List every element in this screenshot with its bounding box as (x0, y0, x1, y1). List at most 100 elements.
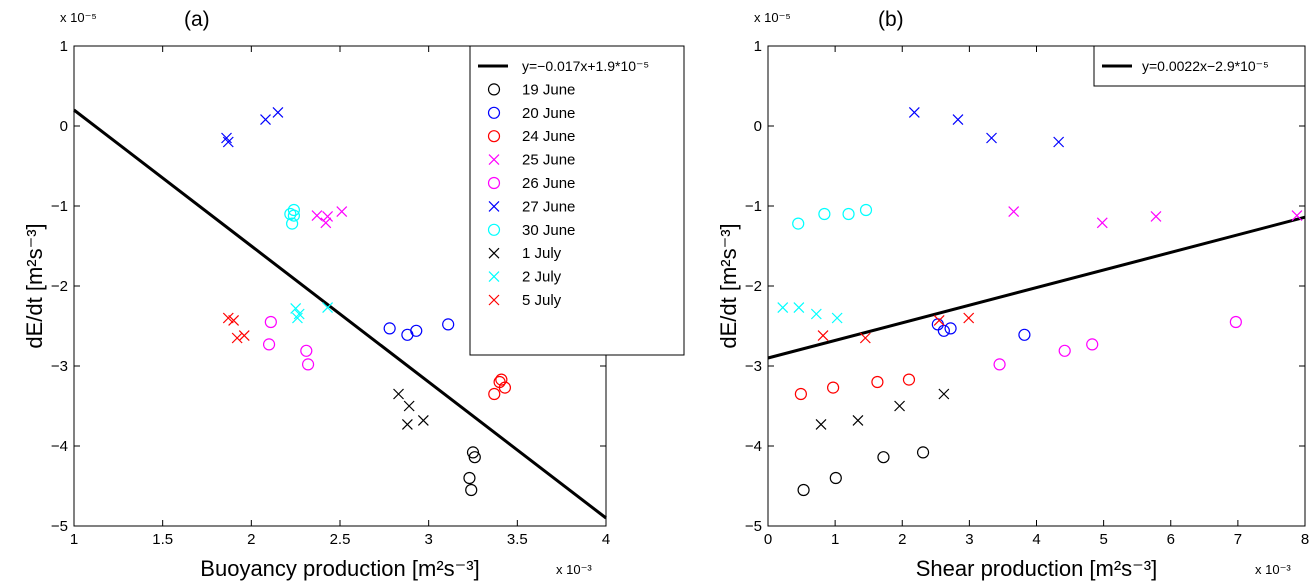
data-point-1-july (403, 400, 415, 412)
data-point-19-june (468, 451, 481, 464)
y-tick-label: −3 (745, 358, 762, 375)
y-tick-label: 0 (60, 118, 68, 135)
data-point-27-june (1053, 136, 1065, 148)
data-point-5-july (238, 330, 250, 342)
x-tick-label: 3 (424, 531, 432, 548)
data-point-26-june (1086, 338, 1099, 351)
data-point-5-july (228, 314, 240, 326)
legend-label: 1 July (522, 245, 562, 262)
data-point-25-june (336, 206, 348, 218)
y-axis-label: dE/dt [m²s⁻³] (716, 223, 741, 348)
data-point-20-june (442, 318, 455, 331)
data-point-19-june (829, 471, 842, 485)
x-tick-label: 6 (1167, 531, 1175, 548)
legend-label: 5 July (522, 292, 562, 309)
panel-label: (b) (878, 8, 904, 31)
legend-marker (487, 83, 501, 96)
x-tick-label: 2.5 (330, 531, 351, 548)
data-point-27-june (272, 106, 284, 118)
x-tick-label: 1.5 (152, 531, 173, 548)
y-tick-label: −5 (745, 518, 762, 535)
data-point-27-june (221, 132, 232, 144)
y-tick-label: −2 (745, 278, 762, 295)
data-point-27-june (260, 114, 271, 126)
data-point-5-july (231, 332, 243, 344)
x-tick-label: 2 (898, 531, 906, 548)
data-point-1-july (852, 414, 864, 426)
legend-label: 26 June (522, 175, 575, 192)
legend-label: 2 July (522, 269, 562, 286)
x-tick-label: 5 (1099, 531, 1107, 548)
data-point-30-june (286, 217, 299, 230)
data-point-25-june (322, 210, 334, 222)
legend-label: 25 June (522, 152, 575, 169)
x-tick-label: 1 (70, 531, 78, 548)
legend-marker (488, 200, 500, 212)
y-exponent-label: x 10⁻⁵ (60, 10, 97, 25)
legend-label: 27 June (522, 198, 575, 215)
data-point-2-july (793, 302, 805, 314)
x-tick-label: 4 (1032, 531, 1040, 548)
data-point-30-june (792, 217, 805, 230)
legend-marker (488, 247, 500, 259)
plot-area-b (767, 45, 1306, 527)
legend-box-a (469, 45, 685, 356)
legend-marker (487, 106, 501, 119)
data-point-30-june (287, 209, 300, 222)
legend-marker (487, 176, 501, 190)
data-point-26-june (1058, 344, 1071, 357)
data-point-1-july (401, 418, 413, 430)
data-point-20-june (937, 324, 950, 337)
data-point-24-june (495, 373, 508, 386)
legend-fit-label: y=−0.017x+1.9*10⁻⁵ (522, 58, 649, 74)
data-point-26-june (264, 315, 277, 329)
legend-marker (488, 271, 500, 283)
y-tick-label: 0 (754, 118, 762, 135)
x-axis-label: Shear production [m²s⁻³] (916, 556, 1157, 581)
x-tick-label: 3 (965, 531, 973, 548)
legend-marker (488, 294, 500, 306)
data-point-20-june (1018, 328, 1031, 341)
data-point-27-june (222, 136, 234, 148)
data-point-25-june (311, 210, 323, 222)
data-point-5-july (222, 312, 234, 324)
legend-marker (488, 154, 500, 166)
data-point-19-june (877, 451, 890, 464)
data-point-19-june (916, 446, 930, 459)
x-tick-label: 4 (602, 531, 610, 548)
data-point-20-june (944, 322, 957, 335)
data-point-24-june (827, 381, 840, 394)
x-tick-label: 7 (1234, 531, 1242, 548)
data-point-5-july (933, 314, 945, 326)
data-point-19-june (465, 483, 478, 497)
data-point-2-july (777, 302, 789, 314)
x-tick-label: 2 (247, 531, 255, 548)
data-point-19-june (797, 483, 810, 497)
legend-box-b (1093, 45, 1306, 87)
y-axis-label: dE/dt [m²s⁻³] (22, 223, 47, 348)
x-tick-label: 8 (1301, 531, 1309, 548)
data-point-25-june (1096, 217, 1108, 229)
data-point-2-july (290, 302, 302, 314)
data-point-1-july (894, 400, 905, 412)
data-point-19-june (463, 471, 476, 485)
data-point-25-june (1008, 206, 1020, 218)
data-point-25-june (1291, 210, 1303, 222)
data-point-1-july (417, 414, 429, 426)
legend-marker (487, 223, 501, 236)
data-point-2-july (831, 312, 843, 324)
x-exponent-label: x 10⁻³ (556, 562, 592, 577)
y-tick-label: −1 (745, 198, 762, 215)
y-tick-label: 1 (60, 38, 68, 55)
data-point-26-june (262, 338, 276, 351)
legend-marker (487, 130, 501, 143)
data-point-20-june (410, 324, 423, 337)
data-point-20-june (383, 322, 396, 335)
x-tick-label: 0 (764, 531, 772, 548)
data-point-2-july (322, 302, 334, 314)
data-point-25-june (320, 217, 332, 229)
data-point-20-june (931, 318, 944, 331)
data-point-2-july (292, 312, 303, 324)
x-tick-label: 1 (831, 531, 839, 548)
data-point-27-june (908, 106, 920, 118)
